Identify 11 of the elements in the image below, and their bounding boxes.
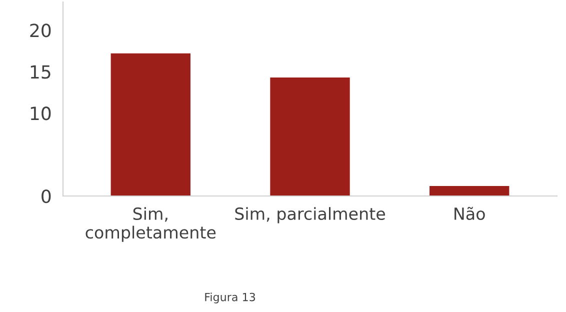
y-tick-label: 20	[30, 24, 51, 38]
y-tick-label: 0	[42, 189, 51, 204]
text: Figura 13	[205, 292, 256, 304]
x-tick-label: Não	[454, 206, 485, 220]
bar	[110, 53, 190, 196]
x-tick-label: Sim, completamente	[86, 207, 216, 242]
y-tick-label: 10	[30, 106, 51, 120]
bar	[430, 186, 510, 196]
bar	[270, 77, 350, 196]
x-tick-label: Sim, parcialmente	[235, 207, 386, 224]
y-tick-label: 15	[30, 65, 50, 79]
